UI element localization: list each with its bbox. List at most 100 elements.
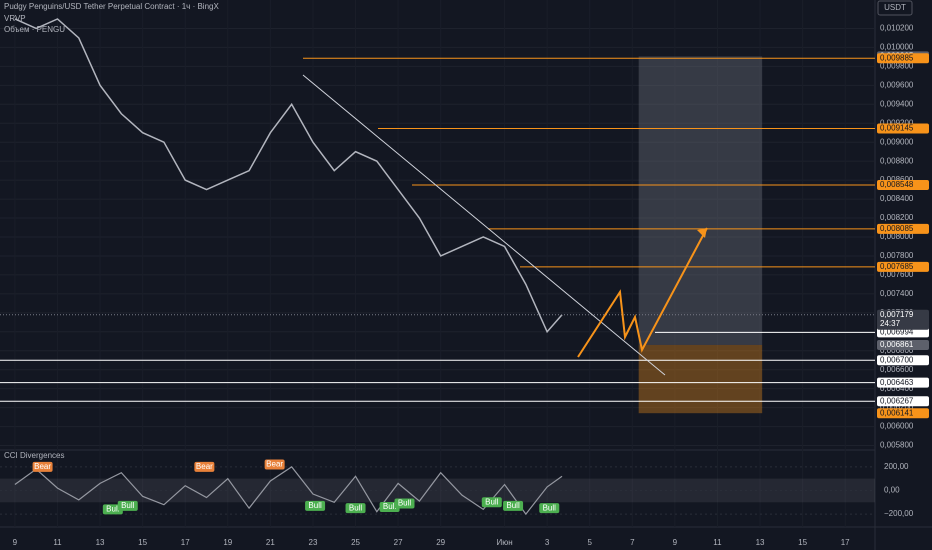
x-tick-label: 13 xyxy=(96,538,105,547)
x-tick-label: 19 xyxy=(223,538,232,547)
y-tick-label: 0,009000 xyxy=(880,137,914,146)
target-zone xyxy=(638,56,763,345)
y-tick-label: 0,007600 xyxy=(880,270,914,279)
level-label: 0,006141 xyxy=(880,408,914,417)
level-label-box xyxy=(877,377,929,388)
y-tick-label: 0,006400 xyxy=(880,384,914,393)
series-line xyxy=(14,18,563,334)
signal-badge xyxy=(194,461,215,472)
level-label: 0,006700 xyxy=(880,355,914,364)
y-tick-label: 0,008600 xyxy=(880,175,914,184)
signal-label: Bull xyxy=(398,499,412,508)
level-label-box xyxy=(877,327,929,338)
level-label-box xyxy=(877,355,929,366)
level-label-box xyxy=(877,339,929,350)
indicator-name: Объем · PENGU xyxy=(4,25,65,34)
stop-zone xyxy=(638,344,763,414)
signal-label: Bull xyxy=(543,503,557,512)
level-label-box xyxy=(877,408,929,419)
y-tick-label: 0,006000 xyxy=(880,422,914,431)
currency-box[interactable] xyxy=(877,0,913,16)
x-tick-label: 17 xyxy=(841,538,850,547)
y-tick-label: 0,009600 xyxy=(880,80,914,89)
signal-badge xyxy=(32,461,53,472)
last-price-label: 0,007179 xyxy=(880,310,914,319)
level-label: 0,006861 xyxy=(880,340,914,349)
x-tick-label: 7 xyxy=(630,538,635,547)
signal-badge xyxy=(481,497,502,508)
trend-line[interactable] xyxy=(302,74,666,376)
signal-badge xyxy=(539,503,560,514)
signal-badge xyxy=(264,459,285,470)
x-tick-label: 27 xyxy=(394,538,403,547)
last-price-box xyxy=(877,309,929,330)
signal-label: Bull xyxy=(349,503,363,512)
level-label: 0,008548 xyxy=(880,180,914,189)
signal-label: Bull xyxy=(121,501,135,510)
plot-area xyxy=(0,18,875,516)
x-tick-label: 15 xyxy=(798,538,807,547)
y-tick-label: 0,008000 xyxy=(880,232,914,241)
y-tick-label: 0,006600 xyxy=(880,365,914,374)
level-label-box xyxy=(877,396,929,407)
y-tick-label: 0,007400 xyxy=(880,289,914,298)
y-tick-label: 0,005800 xyxy=(880,441,914,450)
y-tick-label: 0,009400 xyxy=(880,99,914,108)
y-tick-label: 200,00 xyxy=(884,462,909,471)
cci-band xyxy=(0,478,875,503)
level-label-box xyxy=(877,180,929,191)
y-tick-label: 0,006800 xyxy=(880,346,914,355)
x-tick-label: 21 xyxy=(266,538,275,547)
y-tick-label: 0,00 xyxy=(884,486,900,495)
signal-label: Bull xyxy=(308,501,322,510)
level-label: 0,006267 xyxy=(880,396,914,405)
signal-label: Bull xyxy=(383,502,397,511)
signal-label: Bear xyxy=(196,462,213,471)
level-label: 0,006994 xyxy=(880,327,914,336)
symbol-title: Pudgy Penguins/USD Tether Perpetual Cont… xyxy=(4,2,219,11)
x-tick-label: 13 xyxy=(756,538,765,547)
y-tick-label: 0,008200 xyxy=(880,213,914,222)
y-tick-label: 0,008800 xyxy=(880,156,914,165)
level-label: 0,007685 xyxy=(880,262,914,271)
signal-label: Bear xyxy=(266,460,283,469)
signal-badge xyxy=(305,500,326,511)
x-tick-label: 5 xyxy=(587,538,592,547)
y-tick-label: 0,010000 xyxy=(880,43,914,52)
x-tick-label: 15 xyxy=(138,538,147,547)
y-tick-label: 0,007800 xyxy=(880,251,914,260)
level-label: 0,006463 xyxy=(880,378,914,387)
indicator-name: VRVP xyxy=(4,14,26,23)
level-label: 0,009885 xyxy=(880,53,914,62)
currency: USDT xyxy=(884,3,906,12)
signal-label: Bull xyxy=(506,501,520,510)
level-label-box xyxy=(877,261,929,272)
level-label-box xyxy=(877,123,929,134)
level-label-box xyxy=(877,53,929,64)
signal-label: Bull xyxy=(485,497,499,506)
signal-badge xyxy=(117,500,138,511)
y-tick-label: 0,008400 xyxy=(880,194,914,203)
x-tick-label: 29 xyxy=(436,538,445,547)
y-tick-label: 0,009800 xyxy=(880,61,914,70)
level-label: 0,009145 xyxy=(880,124,914,133)
y-tick-label: −200,00 xyxy=(884,509,914,518)
indicator-title: CCI Divergences xyxy=(4,451,64,460)
projection-path[interactable] xyxy=(577,227,708,358)
signal-badge xyxy=(503,500,524,511)
arrow-head xyxy=(697,228,707,238)
level-label: 0,008085 xyxy=(880,224,914,233)
countdown: 24:37 xyxy=(880,319,901,328)
x-tick-label: 3 xyxy=(545,538,550,547)
x-tick-label: 11 xyxy=(713,538,722,547)
signal-label: Bear xyxy=(34,462,51,471)
signal-badge xyxy=(394,498,415,509)
x-tick-label: Июн xyxy=(496,538,512,547)
y-tick-label: 0,010200 xyxy=(880,24,914,33)
x-tick-label: 25 xyxy=(351,538,360,547)
series-line xyxy=(14,466,563,516)
x-tick-label: 23 xyxy=(309,538,318,547)
signal-badge xyxy=(345,503,366,514)
x-tick-label: 11 xyxy=(53,538,62,547)
